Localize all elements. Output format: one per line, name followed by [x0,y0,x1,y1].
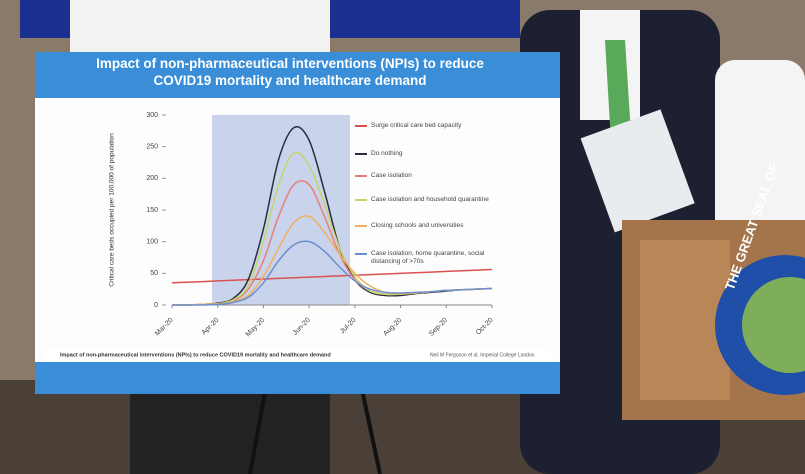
person-left-coat [70,0,330,60]
legend-entry: Closing schools and universities [355,222,491,230]
easel-leg [248,391,267,474]
person-left-legs [130,380,330,474]
caption-strip [45,348,550,362]
person-right-coat [715,60,805,240]
legend-entry: Do nothing [355,150,491,158]
podium-panel [640,240,730,400]
legend-entry: Case isolation [355,172,491,180]
y-tick-label: 200 [146,175,158,182]
legend-swatch [355,225,367,227]
board: Impact of non-pharmaceutical interventio… [35,52,560,394]
legend-label: Closing schools and universities [371,222,464,229]
y-axis-label: Critical care beds occupied per 100,000 … [109,133,116,287]
chart-title: Impact of non-pharmaceutical interventio… [96,56,484,88]
easel-leg [358,379,382,474]
legend-swatch [355,199,367,201]
legend-entry: Surge critical care bed capacity [355,122,491,130]
papers [580,109,695,233]
y-tick-label: 250 [146,144,158,151]
y-tick-label: 300 [146,112,158,119]
legend-label: Do nothing [371,150,403,157]
series-line [171,268,493,284]
source: Neil M Ferguson et al. Imperial College … [430,352,535,358]
legend-label: Case isolation and household quarantine [371,196,489,203]
series-line [172,240,493,306]
legend-entry: Case isolation, home quarantine, social … [355,250,491,266]
legend-swatch [355,253,367,255]
caption: Impact of non-pharmaceutical interventio… [60,352,331,358]
y-tick-label: 50 [150,270,158,277]
legend-entry: Case isolation and household quarantine [355,196,491,204]
legend-swatch [355,125,367,127]
y-tick-label: 150 [146,207,158,214]
seal-center [742,277,805,373]
legend-label: Surge critical care bed capacity [371,122,462,129]
legend-swatch [355,153,367,155]
legend-label: Case isolation, home quarantine, social … [371,250,485,265]
y-tick-label: 100 [146,239,158,246]
board-header [35,52,560,98]
legend-label: Case isolation [371,172,412,179]
y-tick-label: 0 [154,302,158,309]
board-footer [35,362,560,394]
legend-swatch [355,175,367,177]
